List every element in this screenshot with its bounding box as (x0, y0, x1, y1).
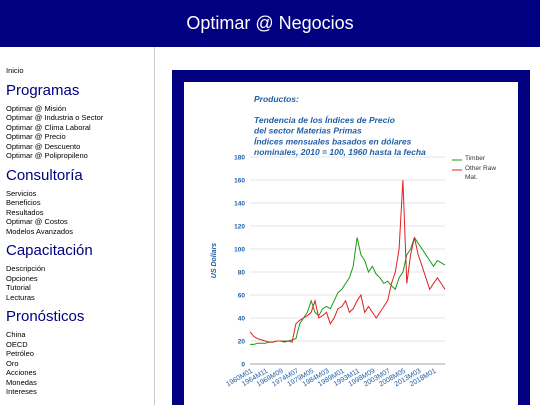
nav-link[interactable]: OECD (6, 339, 28, 349)
series-line (250, 236, 446, 345)
legend-box: Timber (465, 155, 485, 162)
y-tick-label: 180 (234, 155, 245, 162)
nav-link[interactable]: Resultados (6, 207, 44, 217)
y-tick-label: 80 (238, 270, 246, 277)
y-tick-label: 60 (238, 293, 246, 300)
chart-title: Productos: (254, 94, 299, 104)
chart-bg (184, 82, 518, 405)
nav-link[interactable]: Optimar @ Misión (6, 103, 67, 113)
section-heading: Consultoría (6, 166, 83, 184)
legend-label: Timber (465, 155, 485, 162)
sidebar: Inicio Programas Optimar @ Misión Optimar … (0, 47, 155, 405)
section-heading: Programas (6, 81, 80, 99)
nav-link[interactable]: Lecturas (6, 292, 35, 302)
series-line (249, 179, 446, 343)
chart-subtitle: Índices mensuales basados en dólares (254, 136, 412, 146)
legend-box: Other Raw Mat. (465, 165, 497, 181)
y-tick-label: 140 (234, 201, 245, 208)
site-title: Optimar @ Negocios (0, 0, 540, 47)
nav-link[interactable]: Optimar @ Descuento (6, 141, 81, 151)
y-tick-label: 0 (241, 362, 245, 369)
nav-link[interactable]: Optimar @ Clima Laboral (6, 122, 91, 132)
nav-link[interactable]: Tutorial (6, 283, 31, 292)
nav-link[interactable]: Beneficios (6, 198, 41, 207)
y-tick-label: 120 (234, 224, 245, 231)
section-heading: Pronósticos (6, 308, 85, 325)
y-tick-label: 160 (234, 178, 245, 185)
nav-link[interactable]: Acciones (6, 368, 37, 377)
nav-link[interactable]: Optimar @ Costos (6, 217, 68, 226)
y-tick-label: 40 (238, 316, 246, 323)
nav-link[interactable]: Intereses (6, 387, 37, 396)
y-tick-label: 20 (238, 339, 246, 346)
y-tick-label: 100 (234, 247, 245, 254)
nav-link[interactable]: Optimar @ Polipropileno (6, 151, 88, 160)
chart-subtitle: nominales, 2010 = 100, 1960 hasta la fec… (254, 147, 426, 157)
legend-label: Other Raw Mat. (465, 165, 497, 181)
nav-link[interactable]: Descripción (6, 264, 46, 273)
chart: Productos: Tendencia de los Índices de Pr… (172, 70, 530, 405)
chart-subtitle: del sector Materias Primas (254, 126, 362, 136)
nav-link[interactable]: Opciones (6, 273, 38, 283)
nav-link[interactable]: Modelos Avanzados (6, 226, 73, 236)
nav-link[interactable]: China (6, 330, 26, 339)
nav-link[interactable]: Servicios (6, 188, 37, 198)
nav-link[interactable]: Oro (6, 358, 19, 368)
y-axis-label: US Dollars (211, 243, 218, 279)
nav-link[interactable]: Optimar @ Precio (6, 132, 66, 141)
nav-link[interactable]: Optimar @ Industria o Sector (6, 113, 104, 122)
chart-subtitle: Tendencia de los Índices de Precio (254, 115, 395, 125)
nav-link[interactable]: Monedas (6, 377, 37, 387)
nav-link[interactable]: Petróleo (6, 349, 34, 358)
nav-link[interactable]: Inicio (6, 66, 24, 75)
section-heading: Capacitación (6, 242, 93, 259)
